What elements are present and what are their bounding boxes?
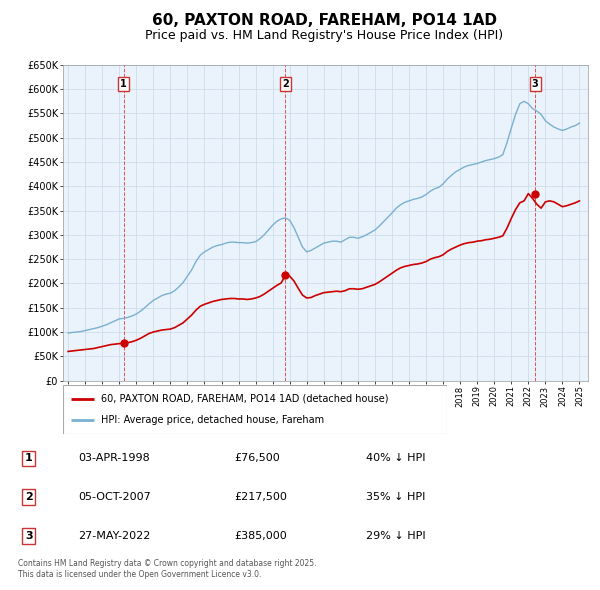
Point — [281, 270, 290, 280]
Text: £76,500: £76,500 — [234, 453, 280, 463]
Text: 29% ↓ HPI: 29% ↓ HPI — [366, 531, 425, 541]
Text: 60, PAXTON ROAD, FAREHAM, PO14 1AD: 60, PAXTON ROAD, FAREHAM, PO14 1AD — [151, 13, 497, 28]
Text: 60, PAXTON ROAD, FAREHAM, PO14 1AD (detached house): 60, PAXTON ROAD, FAREHAM, PO14 1AD (deta… — [101, 394, 389, 404]
Text: 35% ↓ HPI: 35% ↓ HPI — [366, 492, 425, 502]
Text: Price paid vs. HM Land Registry's House Price Index (HPI): Price paid vs. HM Land Registry's House … — [145, 29, 503, 42]
Text: 3: 3 — [25, 531, 32, 541]
Text: £385,000: £385,000 — [234, 531, 287, 541]
Text: 05-OCT-2007: 05-OCT-2007 — [78, 492, 151, 502]
Text: 1: 1 — [25, 453, 32, 463]
Text: 2: 2 — [25, 492, 32, 502]
Point — [119, 339, 128, 348]
Text: £217,500: £217,500 — [234, 492, 287, 502]
Text: Contains HM Land Registry data © Crown copyright and database right 2025.
This d: Contains HM Land Registry data © Crown c… — [18, 559, 317, 579]
Text: 27-MAY-2022: 27-MAY-2022 — [78, 531, 151, 541]
Text: 2: 2 — [282, 79, 289, 89]
Text: 40% ↓ HPI: 40% ↓ HPI — [366, 453, 425, 463]
Text: 1: 1 — [120, 79, 127, 89]
Text: 03-APR-1998: 03-APR-1998 — [78, 453, 150, 463]
Text: HPI: Average price, detached house, Fareham: HPI: Average price, detached house, Fare… — [101, 415, 325, 425]
Point — [530, 189, 540, 198]
Text: 3: 3 — [532, 79, 539, 89]
